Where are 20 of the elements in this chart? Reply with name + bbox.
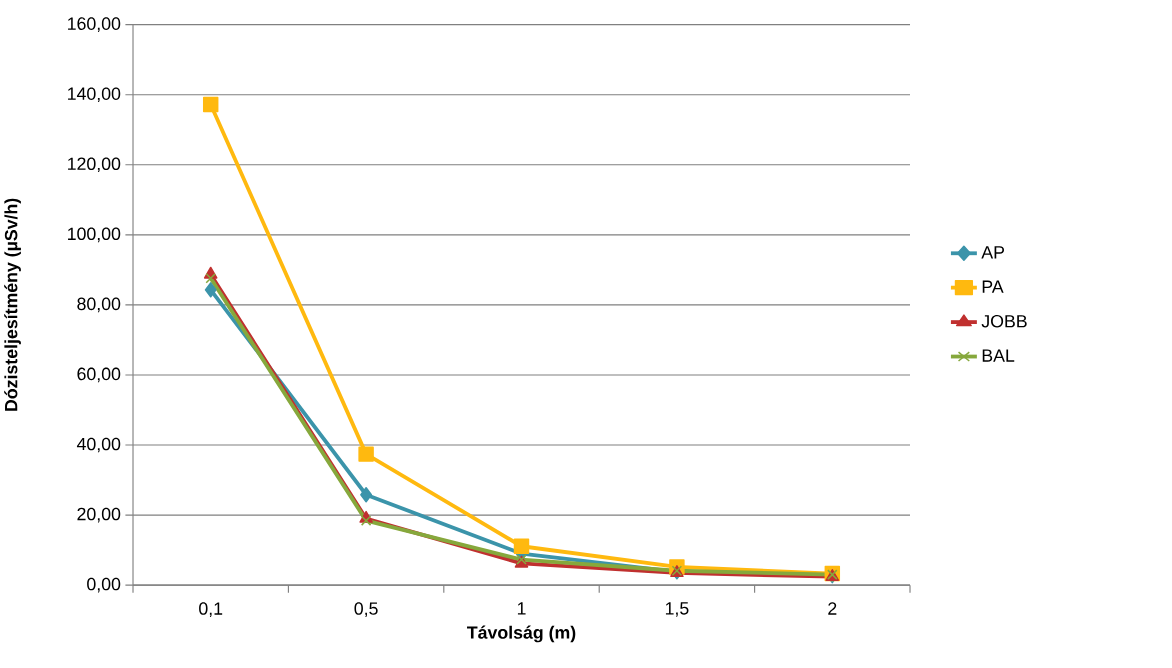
x-tick-label: 0,1 xyxy=(199,602,223,618)
y-tick-label: 0,00 xyxy=(87,577,121,593)
y-tick-label: 20,00 xyxy=(77,507,121,523)
x-tick-label: 0,5 xyxy=(354,602,378,618)
y-tick-label: 140,00 xyxy=(68,87,121,103)
y-tick-label: 40,00 xyxy=(76,437,121,453)
y-tick-label: 100,00 xyxy=(68,227,121,243)
x-tick-label: 1 xyxy=(517,602,526,615)
legend-label: BAL xyxy=(982,349,1015,362)
y-axis-title: Dózisteljesítmény (µSv/h) xyxy=(4,198,21,411)
y-tick-label: 60,00 xyxy=(77,367,121,383)
legend-label: AP xyxy=(981,246,1005,259)
x-tick-label: 1,5 xyxy=(665,602,689,617)
y-tick-label: 160,00 xyxy=(68,17,121,33)
y-tick-label: 80,00 xyxy=(77,297,121,313)
y-tick-label: 120,00 xyxy=(68,157,121,173)
x-axis-title: Távolság (m) xyxy=(467,625,576,643)
legend-label: PA xyxy=(982,280,1004,293)
legend-label: JOBB xyxy=(981,315,1027,328)
x-tick-label: 2 xyxy=(828,602,837,615)
